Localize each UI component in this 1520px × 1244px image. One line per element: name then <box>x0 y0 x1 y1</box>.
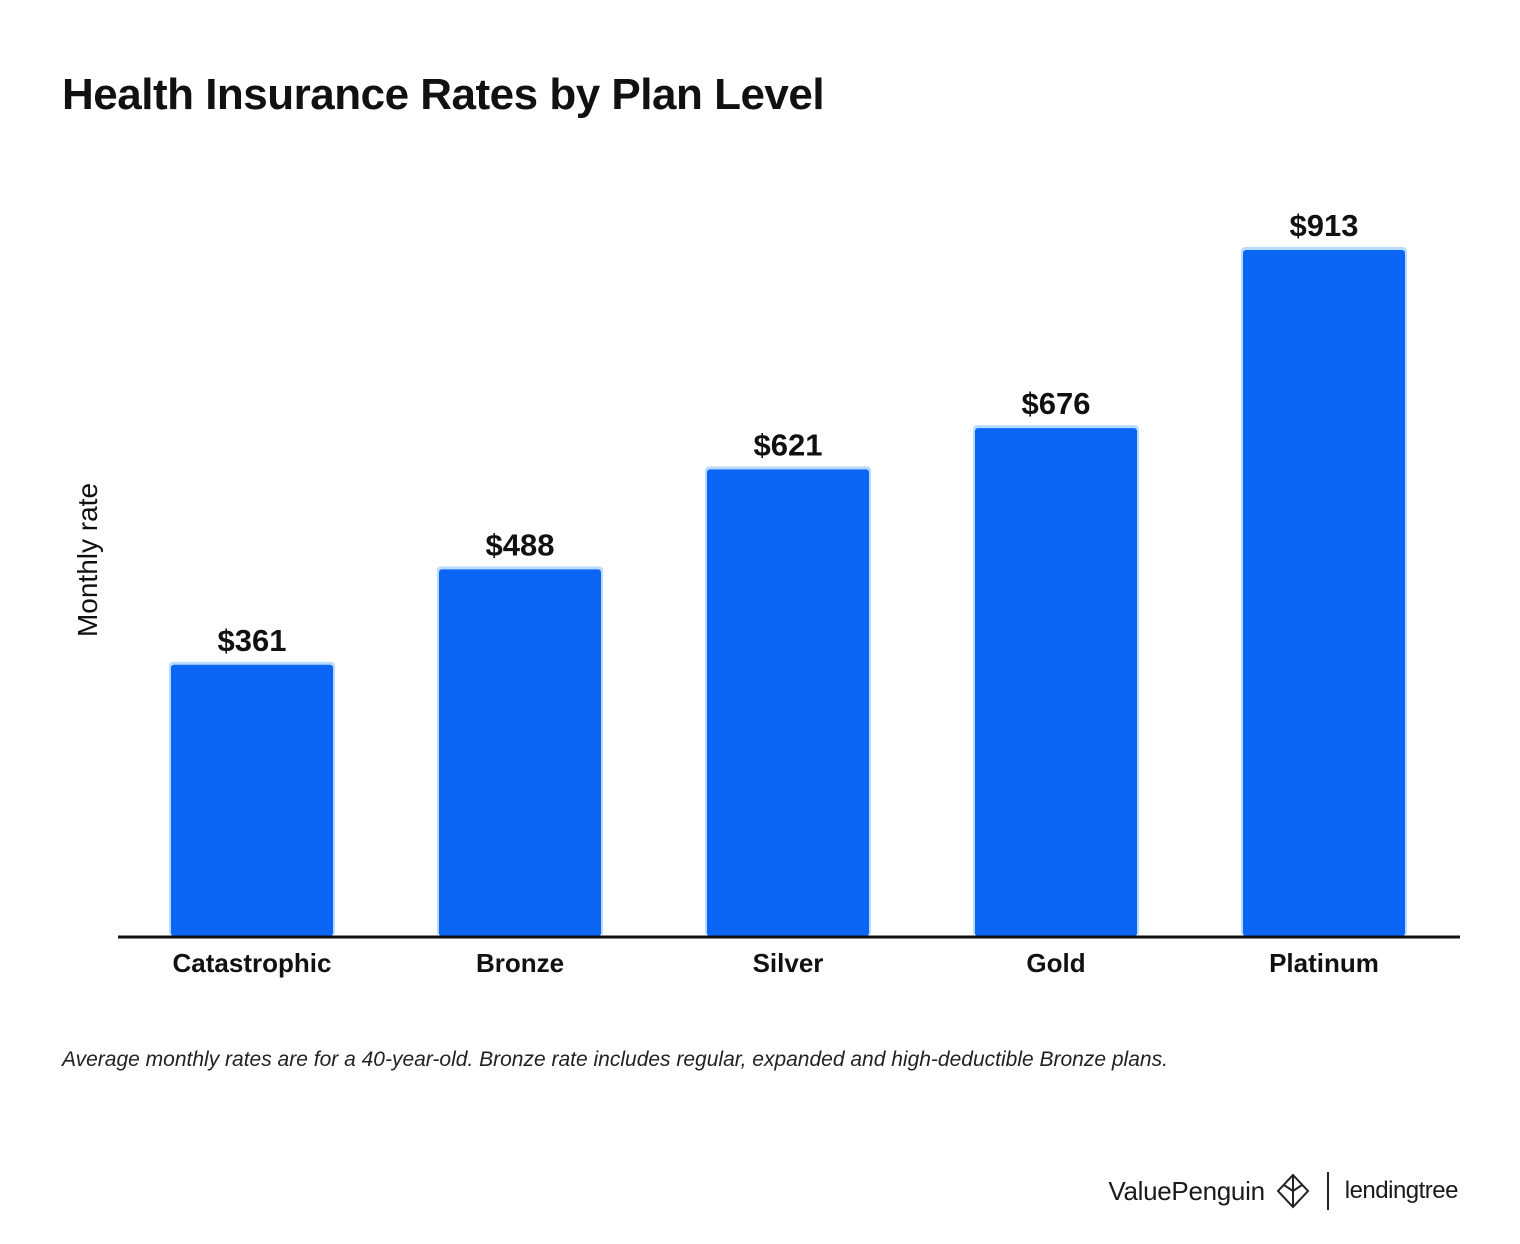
footnote: Average monthly rates are for a 40-year-… <box>62 1048 1168 1071</box>
brand-divider <box>1326 1172 1329 1210</box>
penguin-icon <box>1276 1173 1310 1209</box>
x-tick-label-silver: Silver <box>753 948 824 978</box>
bar-platinum <box>1243 250 1405 936</box>
data-label-catastrophic: $361 <box>218 623 287 658</box>
lendingtree-logo: lendingtree <box>1344 1177 1459 1204</box>
branding: ValuePenguin lendingtree <box>1108 1172 1459 1210</box>
x-tick-label-gold: Gold <box>1026 948 1085 978</box>
data-label-gold: $676 <box>1022 386 1091 421</box>
x-tick-label-bronze: Bronze <box>476 948 564 978</box>
x-tick-label-platinum: Platinum <box>1269 948 1379 978</box>
bar-bronze <box>439 569 601 936</box>
x-tick-label-catastrophic: Catastrophic <box>173 948 332 978</box>
bar-catastrophic <box>171 664 333 936</box>
bar-silver <box>707 469 869 936</box>
bar-gold <box>975 428 1137 936</box>
valuepenguin-logo: ValuePenguin <box>1108 1175 1265 1206</box>
chart-title: Health Insurance Rates by Plan Level <box>62 70 825 119</box>
data-label-bronze: $488 <box>486 527 555 562</box>
bar-chart: $361 Catastrophic $488 Bronze $621 Silver $676… <box>118 208 1460 978</box>
data-label-silver: $621 <box>754 427 823 462</box>
data-label-platinum: $913 <box>1290 208 1359 243</box>
